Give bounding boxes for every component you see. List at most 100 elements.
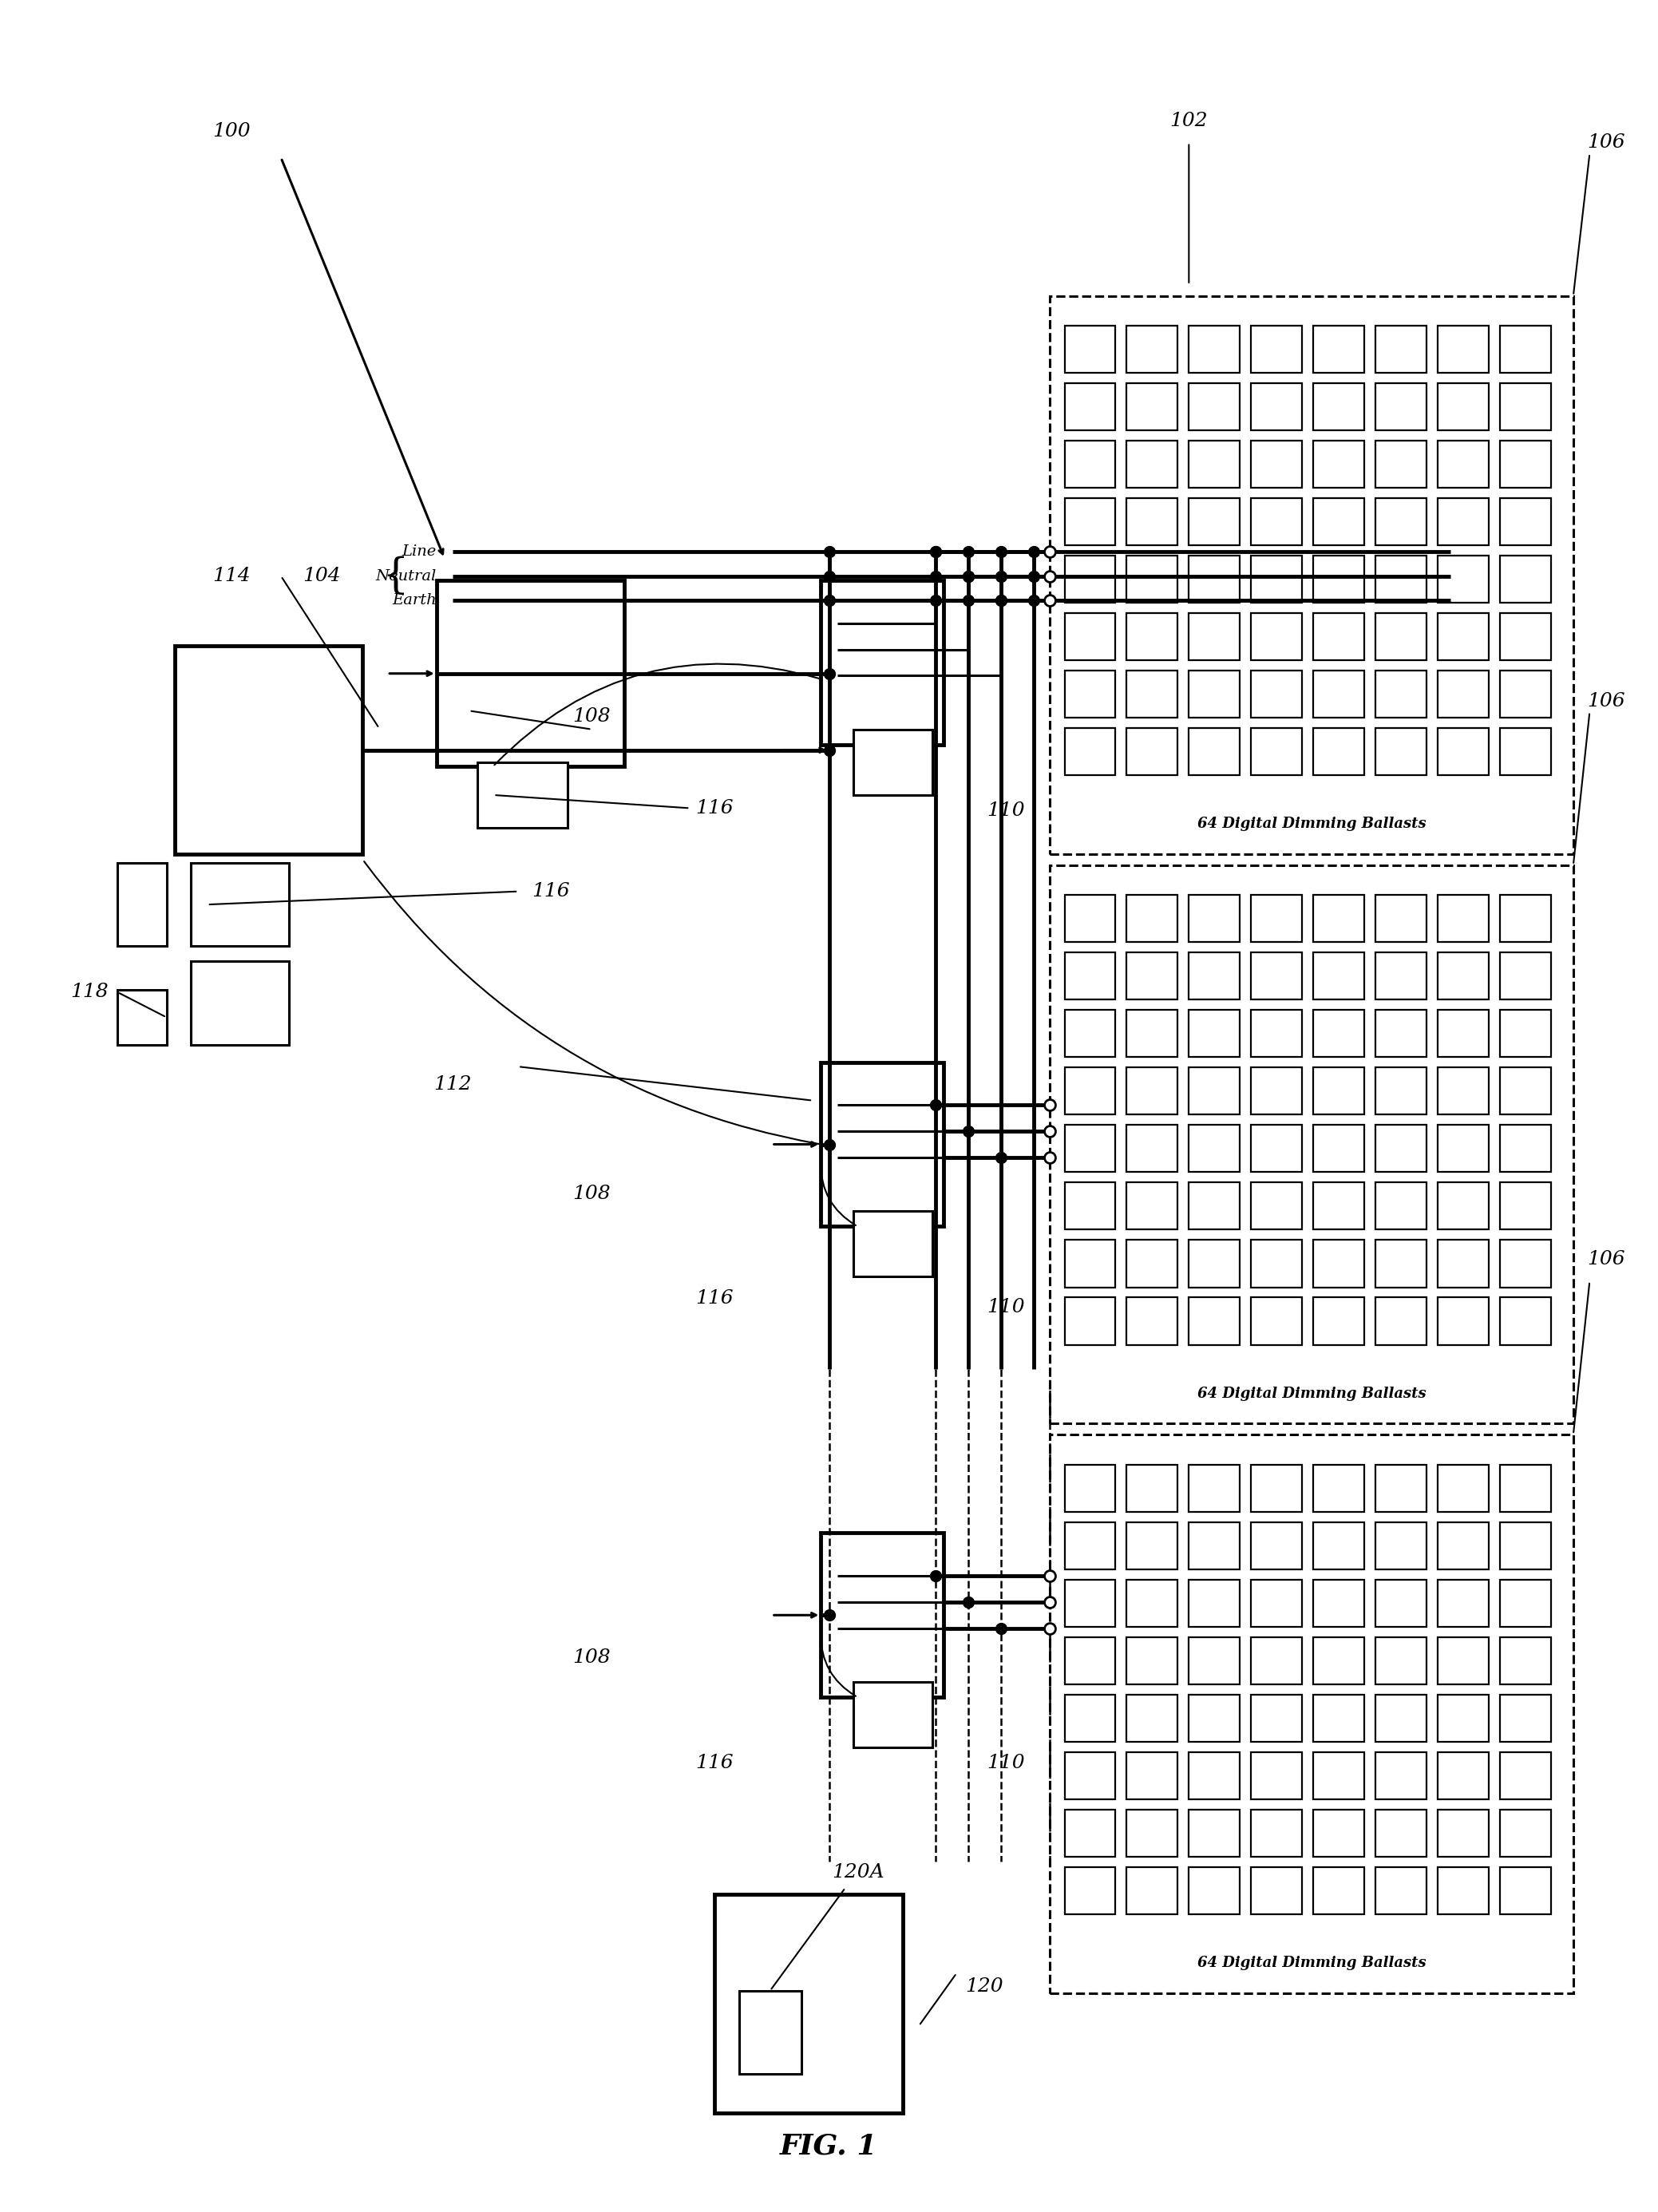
Bar — [1437, 1464, 1489, 1511]
Bar — [1064, 1241, 1116, 1287]
Bar — [1313, 383, 1365, 431]
Bar — [1064, 1298, 1116, 1345]
Bar — [1064, 613, 1116, 661]
Bar — [1500, 1298, 1550, 1345]
Text: 106: 106 — [1587, 1250, 1625, 1267]
Bar — [1313, 1241, 1365, 1287]
Bar — [854, 1681, 932, 1747]
Text: 116: 116 — [532, 883, 570, 900]
Bar — [1376, 1579, 1426, 1626]
Bar — [1313, 1464, 1365, 1511]
Text: 120: 120 — [965, 1978, 1003, 1995]
Bar — [1500, 953, 1550, 1000]
Bar — [1064, 1867, 1116, 1913]
Bar — [1189, 1011, 1240, 1057]
Bar — [1313, 555, 1365, 604]
Bar — [1437, 440, 1489, 489]
Bar — [821, 1533, 943, 1697]
Bar — [1500, 1011, 1550, 1057]
Bar — [1127, 1522, 1177, 1568]
Text: Line: Line — [401, 544, 436, 560]
Bar — [1500, 1694, 1550, 1741]
Bar — [1313, 1579, 1365, 1626]
Bar — [1437, 613, 1489, 661]
Text: 112: 112 — [434, 1075, 473, 1093]
Bar — [1064, 555, 1116, 604]
Bar — [1313, 670, 1365, 719]
Bar — [1252, 1579, 1302, 1626]
Bar — [1189, 1809, 1240, 1856]
Bar — [1313, 1522, 1365, 1568]
Bar — [118, 991, 166, 1044]
Bar — [1064, 1011, 1116, 1057]
Bar — [1189, 1298, 1240, 1345]
Bar — [854, 730, 932, 794]
Bar — [1189, 953, 1240, 1000]
Bar — [1376, 1522, 1426, 1568]
Bar — [1189, 440, 1240, 489]
Bar — [1500, 383, 1550, 431]
Bar — [1127, 953, 1177, 1000]
Bar — [1189, 896, 1240, 942]
Bar — [1376, 1298, 1426, 1345]
Bar — [1437, 1809, 1489, 1856]
Bar — [1437, 953, 1489, 1000]
Bar — [1313, 1637, 1365, 1683]
Bar — [1252, 728, 1302, 776]
Bar — [1252, 555, 1302, 604]
Bar — [1500, 1241, 1550, 1287]
Bar — [821, 580, 943, 745]
Bar — [1127, 1126, 1177, 1172]
Bar — [1252, 1522, 1302, 1568]
Bar — [1437, 1694, 1489, 1741]
Bar — [739, 1991, 801, 2075]
Bar — [1127, 1183, 1177, 1230]
Bar — [1437, 1298, 1489, 1345]
Bar — [191, 863, 288, 947]
Bar — [1437, 1183, 1489, 1230]
Bar — [1500, 555, 1550, 604]
Bar — [1252, 1126, 1302, 1172]
Bar — [1376, 1464, 1426, 1511]
Bar — [1252, 613, 1302, 661]
Text: {: { — [381, 555, 410, 597]
Bar — [1500, 440, 1550, 489]
Bar — [1313, 1867, 1365, 1913]
Bar — [1376, 728, 1426, 776]
Bar — [1313, 896, 1365, 942]
Bar — [1189, 1637, 1240, 1683]
Bar — [1313, 728, 1365, 776]
Bar — [1189, 498, 1240, 546]
Bar — [1064, 325, 1116, 374]
Text: 114: 114 — [212, 566, 250, 586]
Bar — [1313, 1298, 1365, 1345]
Bar — [1127, 498, 1177, 546]
Bar — [1313, 1011, 1365, 1057]
Bar — [1189, 1241, 1240, 1287]
Bar — [854, 1212, 932, 1276]
Bar — [1127, 1637, 1177, 1683]
Bar — [1064, 1464, 1116, 1511]
Bar — [1500, 1068, 1550, 1115]
Bar — [1189, 1752, 1240, 1798]
Bar — [1189, 613, 1240, 661]
Text: 102: 102 — [1171, 111, 1209, 131]
Bar — [1252, 1694, 1302, 1741]
Bar — [1252, 1298, 1302, 1345]
Bar — [1437, 1068, 1489, 1115]
Bar — [1500, 896, 1550, 942]
Bar — [1313, 440, 1365, 489]
Text: 108: 108 — [572, 1183, 610, 1203]
Bar — [1064, 953, 1116, 1000]
Bar — [1437, 1752, 1489, 1798]
Text: Neutral: Neutral — [375, 568, 436, 584]
Bar — [1064, 1579, 1116, 1626]
Bar — [1189, 1694, 1240, 1741]
Bar — [1313, 1809, 1365, 1856]
Bar — [1127, 383, 1177, 431]
Bar — [1500, 728, 1550, 776]
Bar — [1252, 1637, 1302, 1683]
Text: 64 Digital Dimming Ballasts: 64 Digital Dimming Ballasts — [1197, 816, 1426, 832]
Text: 110: 110 — [987, 801, 1025, 821]
Bar — [1050, 296, 1573, 854]
